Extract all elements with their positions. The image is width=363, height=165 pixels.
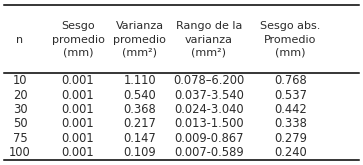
Text: 0.001: 0.001 bbox=[62, 89, 94, 102]
Text: 1.110: 1.110 bbox=[123, 74, 156, 87]
Text: 0.768: 0.768 bbox=[274, 74, 307, 87]
Text: 30: 30 bbox=[13, 103, 27, 116]
Text: 0.279: 0.279 bbox=[274, 132, 307, 145]
Text: 0.442: 0.442 bbox=[274, 103, 307, 116]
Text: 0.001: 0.001 bbox=[62, 146, 94, 159]
Text: n: n bbox=[16, 35, 24, 45]
Text: 0.001: 0.001 bbox=[62, 74, 94, 87]
Text: 50: 50 bbox=[13, 117, 27, 131]
Text: 75: 75 bbox=[13, 132, 27, 145]
Text: 0.240: 0.240 bbox=[274, 146, 307, 159]
Text: 0.338: 0.338 bbox=[274, 117, 307, 131]
Text: 0.540: 0.540 bbox=[123, 89, 156, 102]
Text: Sesgo
promedio
(mm): Sesgo promedio (mm) bbox=[52, 21, 105, 58]
Text: 0.109: 0.109 bbox=[123, 146, 156, 159]
Text: 0.078–6.200: 0.078–6.200 bbox=[173, 74, 244, 87]
Text: 0.217: 0.217 bbox=[123, 117, 156, 131]
Text: 0.013-1.500: 0.013-1.500 bbox=[174, 117, 244, 131]
Text: 0.537: 0.537 bbox=[274, 89, 307, 102]
Text: Rango de la
varianza
(mm²): Rango de la varianza (mm²) bbox=[176, 21, 242, 58]
Text: 0.147: 0.147 bbox=[123, 132, 156, 145]
Text: 0.024-3.040: 0.024-3.040 bbox=[174, 103, 244, 116]
Text: 0.037-3.540: 0.037-3.540 bbox=[174, 89, 244, 102]
Text: 100: 100 bbox=[9, 146, 31, 159]
Text: 0.001: 0.001 bbox=[62, 132, 94, 145]
Text: 20: 20 bbox=[13, 89, 27, 102]
Text: 0.001: 0.001 bbox=[62, 117, 94, 131]
Text: 10: 10 bbox=[13, 74, 27, 87]
Text: 0.007-0.589: 0.007-0.589 bbox=[174, 146, 244, 159]
Text: Varianza
promedio
(mm²): Varianza promedio (mm²) bbox=[113, 21, 166, 58]
Text: 0.001: 0.001 bbox=[62, 103, 94, 116]
Text: Sesgo abs.
Promedio
(mm): Sesgo abs. Promedio (mm) bbox=[260, 21, 321, 58]
Text: 0.368: 0.368 bbox=[123, 103, 156, 116]
Text: 0.009-0.867: 0.009-0.867 bbox=[174, 132, 244, 145]
